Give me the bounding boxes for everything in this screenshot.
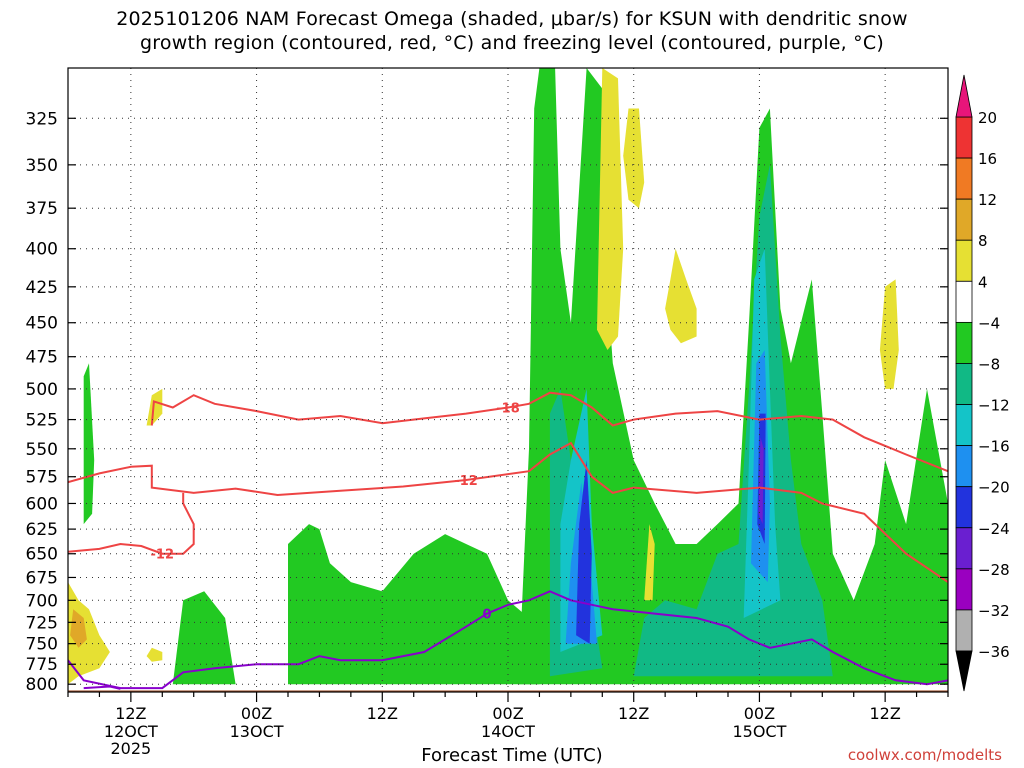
omega-region-3: [83, 363, 95, 525]
colorbar-tick-label: −36: [978, 643, 1010, 661]
colorbar-band: [955, 486, 973, 529]
colorbar-tick-label: 12: [978, 191, 997, 209]
omega-region-2: [518, 68, 948, 685]
x-axis-label: Forecast Time (UTC): [421, 745, 603, 766]
dendritic-contour-2: [68, 492, 195, 555]
colorbar-tick-label: −12: [978, 397, 1010, 415]
omega-region-17: [879, 279, 899, 389]
colorbar-band: [955, 445, 973, 488]
colorbar-band: [955, 527, 973, 570]
y-tick-label: 700: [26, 591, 58, 611]
omega-region-10: [576, 460, 592, 644]
x-tick-sublabel: 2025: [110, 739, 151, 758]
freezing-contour-label-3: 0: [483, 608, 492, 623]
y-tick-label: 375: [26, 199, 58, 219]
colorbar-tick-label: −24: [978, 520, 1010, 538]
y-tick-label: 425: [26, 278, 58, 298]
x-tick-label: 12Z: [618, 704, 649, 723]
y-tick-label: 325: [26, 109, 58, 129]
dendritic-contour-label-0: -18: [496, 401, 520, 416]
y-tick-label: 600: [26, 494, 58, 514]
y-tick-label: 750: [26, 635, 58, 655]
omega-region-19: [68, 582, 110, 685]
x-tick-sublabel: 15OCT: [732, 722, 786, 741]
y-tick-label: 625: [26, 520, 58, 540]
y-tick-label: 350: [26, 156, 58, 176]
chart-title-line-2: growth region (contoured, red, °C) and f…: [140, 32, 884, 54]
colorbar-band: [955, 363, 973, 405]
colorbar-tick-label: −16: [978, 438, 1010, 456]
colorbar-tick-label: −20: [978, 479, 1010, 497]
dendritic-contour-label-2: -12: [151, 548, 175, 563]
x-tick-label: 12Z: [869, 704, 900, 723]
colorbar-bottom-arrow: [955, 650, 973, 692]
colorbar-band: [955, 568, 973, 611]
dendritic-contour-0: [150, 391, 948, 473]
x-tick-label: 12Z: [367, 704, 398, 723]
y-tick-label: 775: [26, 655, 58, 675]
colorbar-tick-label: 8: [978, 232, 988, 250]
omega-region-1: [172, 591, 236, 685]
omega-region-21: [146, 647, 163, 662]
x-tick-sublabel: 13OCT: [230, 722, 284, 741]
colorbar-tick-label: −28: [978, 561, 1010, 579]
colorbar-tick-label: −32: [978, 602, 1010, 620]
colorbar-band: [955, 404, 973, 447]
chart-title-line-1: 2025101206 NAM Forecast Omega (shaded, μ…: [116, 8, 908, 30]
x-tick-label: 00Z: [744, 704, 775, 723]
colorbar-band: [955, 116, 973, 159]
axes: [67, 67, 949, 702]
y-tick-label: 450: [26, 314, 58, 334]
dendritic-contour-label-1: -12: [454, 474, 478, 489]
x-tick-label: 00Z: [492, 704, 523, 723]
y-tick-label: 575: [26, 468, 58, 488]
colorbar: 20 16 12 8 4 −4 −8 −12 −16 −20 −24 −28 −32 −36: [955, 74, 1010, 692]
omega-region-0: [288, 524, 540, 685]
x-tick-sublabel: 12OCT: [104, 722, 158, 741]
colorbar-band: [955, 609, 973, 652]
x-tick-label: 12Z: [115, 704, 146, 723]
colorbar-band: [955, 280, 973, 323]
dendritic-contour-1: [68, 441, 948, 583]
y-tick-label: 525: [26, 411, 58, 431]
y-tick-label: 500: [26, 380, 58, 400]
omega-region-13: [597, 68, 624, 350]
y-tick-label: 800: [26, 675, 58, 695]
colorbar-band: [955, 239, 973, 282]
colorbar-tick-label: −8: [978, 355, 1000, 373]
y-tick-label: 550: [26, 440, 58, 460]
colorbar-band: [955, 321, 973, 364]
colorbar-tick-label: −4: [978, 314, 1000, 332]
y-tick-label: 675: [26, 568, 58, 588]
contour-lines: -18 -12 -12 0: [68, 391, 948, 690]
omega-region-14: [644, 524, 655, 601]
freezing-contour-4: [83, 685, 121, 690]
colorbar-tick-label: 4: [978, 273, 988, 291]
freezing-contour-3: [68, 590, 948, 690]
omega-region-16: [665, 248, 697, 344]
colorbar-band: [955, 198, 973, 241]
y-tick-label: 475: [26, 348, 58, 368]
x-tick-label: 00Z: [241, 704, 272, 723]
omega-shading: [68, 68, 948, 692]
y-tick-label: 650: [26, 545, 58, 565]
omega-region-12: [758, 437, 764, 525]
omega-region-20: [70, 609, 87, 648]
y-tick-label: 400: [26, 240, 58, 260]
credit-text: coolwx.com/modelts: [847, 746, 1002, 764]
colorbar-tick-label: 20: [978, 109, 997, 127]
colorbar-top-arrow: [955, 74, 973, 118]
ground-strip: [68, 690, 948, 692]
y-tick-labels: 325 350 375 400 425 450 475 500 525 550 575 600 625 6…: [26, 109, 58, 695]
x-tick-sublabel: 14OCT: [481, 722, 535, 741]
omega-region-5: [633, 164, 833, 677]
grid-lines: [68, 68, 948, 692]
colorbar-tick-label: 16: [978, 150, 997, 168]
omega-region-18: [146, 388, 163, 426]
colorbar-band: [955, 157, 973, 200]
y-tick-label: 725: [26, 613, 58, 633]
